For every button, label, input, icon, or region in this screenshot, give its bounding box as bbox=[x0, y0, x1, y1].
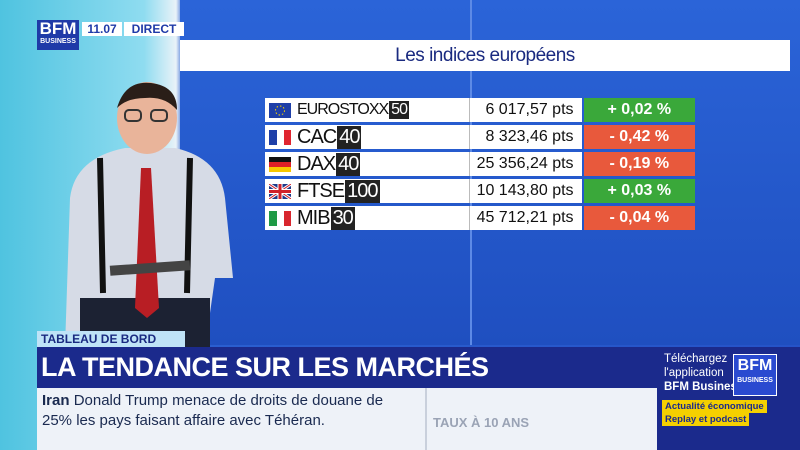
promo-tag: Replay et podcast bbox=[662, 413, 750, 426]
index-name: EUROSTOXX 50 bbox=[265, 98, 470, 122]
index-label: MIB bbox=[297, 206, 331, 229]
index-name: DAX 40 bbox=[265, 152, 470, 176]
index-suffix: 100 bbox=[345, 179, 380, 203]
index-row: EUROSTOXX 50 6 017,57 pts + 0,02 % bbox=[265, 98, 695, 122]
index-suffix: 40 bbox=[336, 152, 361, 176]
index-value: 45 712,21 pts bbox=[469, 206, 582, 230]
index-change: + 0,02 % bbox=[583, 98, 695, 122]
index-value: 8 323,46 pts bbox=[469, 125, 582, 149]
index-change: - 0,04 % bbox=[583, 206, 695, 230]
index-value: 10 143,80 pts bbox=[469, 179, 582, 203]
index-row: DAX 40 25 356,24 pts - 0,19 % bbox=[265, 152, 695, 176]
index-change: - 0,42 % bbox=[583, 125, 695, 149]
logo-brand: BFM bbox=[39, 19, 77, 38]
index-suffix: 40 bbox=[337, 125, 362, 149]
promo-logo-sub: BUSINESS bbox=[737, 377, 773, 384]
index-label: DAX bbox=[297, 152, 336, 175]
index-label: EUROSTOXX bbox=[297, 101, 389, 118]
index-row: MIB 30 45 712,21 pts - 0,04 % bbox=[265, 206, 695, 230]
ticker-topic: Iran bbox=[42, 392, 70, 409]
ticker bbox=[37, 388, 657, 450]
index-label: FTSE bbox=[297, 179, 345, 202]
logo-sub: BUSINESS bbox=[40, 38, 76, 45]
index-row: CAC 40 8 323,46 pts - 0,42 % bbox=[265, 125, 695, 149]
live-label: DIRECT bbox=[124, 22, 184, 36]
clock: 11.07 bbox=[82, 22, 122, 36]
logo: BFM BUSINESS bbox=[37, 20, 79, 50]
ticker-divider bbox=[425, 388, 427, 450]
index-name: FTSE 100 bbox=[265, 179, 470, 203]
promo-line: Téléchargez bbox=[664, 353, 728, 365]
promo-tag: Actualité économique bbox=[662, 400, 767, 413]
index-change: + 0,03 % bbox=[583, 179, 695, 203]
promo-text: Téléchargez l'application BFM Business bbox=[664, 352, 743, 394]
index-value: 25 356,24 pts bbox=[469, 152, 582, 176]
promo-logo-brand: BFM bbox=[737, 357, 773, 374]
ticker-next: TAUX À 10 ANS bbox=[433, 415, 530, 430]
panel-title: Les indices européens bbox=[180, 40, 790, 71]
index-change: - 0,19 % bbox=[583, 152, 695, 176]
index-row: FTSE 100 10 143,80 pts + 0,03 % bbox=[265, 179, 695, 203]
index-value: 6 017,57 pts bbox=[469, 98, 582, 122]
ticker-text: Iran Donald Trump menace de droits de do… bbox=[42, 391, 412, 431]
headline: LA TENDANCE SUR LES MARCHÉS bbox=[37, 347, 657, 388]
index-label: CAC bbox=[297, 125, 337, 148]
promo-line: l'application bbox=[664, 367, 724, 379]
promo-line: BFM Business bbox=[664, 381, 744, 393]
index-name: MIB 30 bbox=[265, 206, 470, 230]
index-suffix: 30 bbox=[330, 206, 355, 230]
presenter bbox=[65, 82, 233, 348]
index-name: CAC 40 bbox=[265, 125, 470, 149]
index-suffix: 50 bbox=[389, 101, 409, 119]
banner-tag: TABLEAU DE BORD bbox=[37, 331, 185, 347]
promo-logo: BFM BUSINESS bbox=[733, 354, 777, 396]
ticker-body: Donald Trump menace de droits de douane … bbox=[42, 392, 384, 429]
